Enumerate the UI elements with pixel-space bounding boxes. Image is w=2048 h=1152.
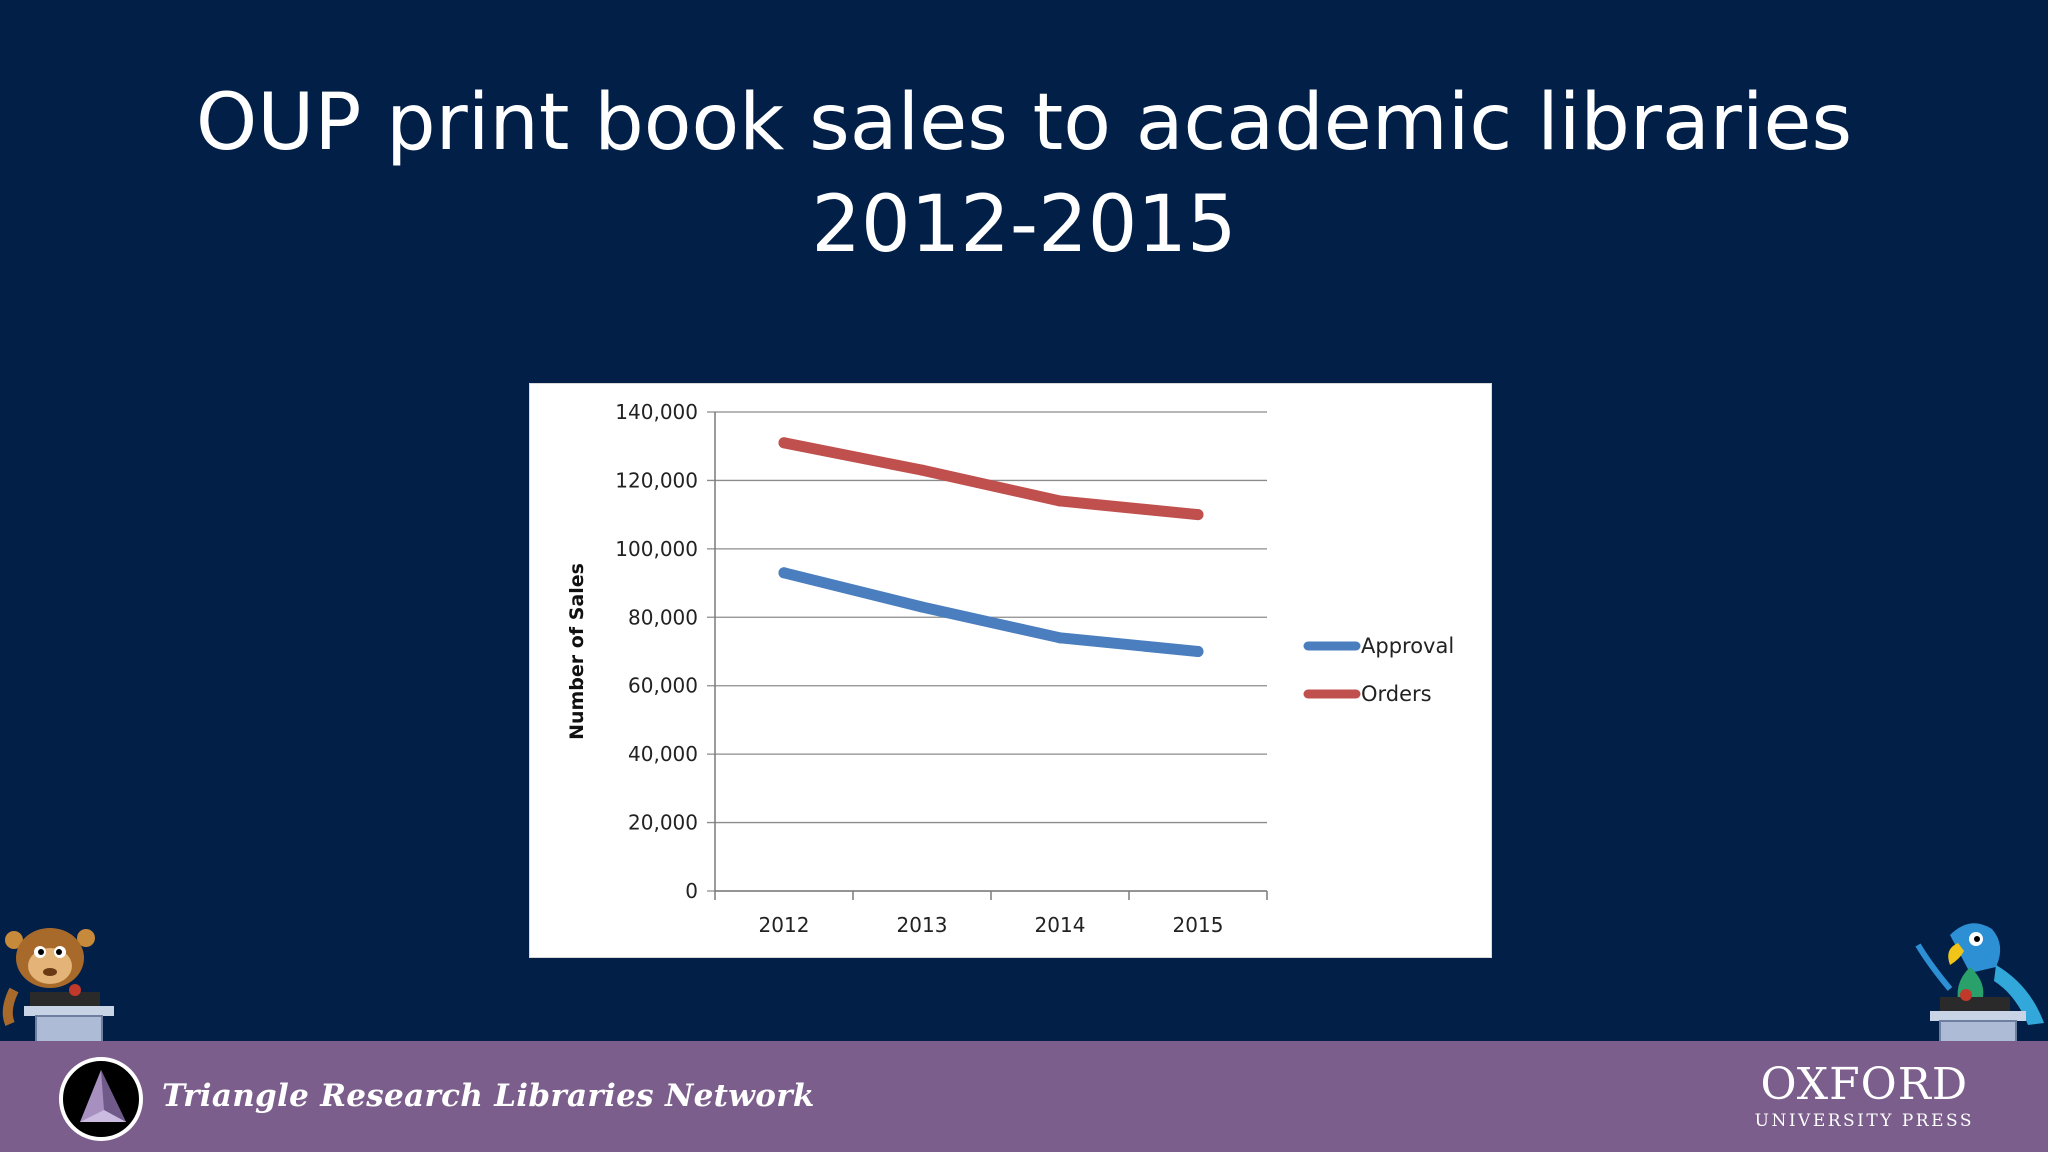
y-tick-label: 20,000	[628, 811, 698, 835]
y-tick-label: 80,000	[628, 605, 698, 629]
oup-name: OXFORD	[1760, 1059, 1969, 1110]
legend-label-orders: Orders	[1361, 682, 1432, 706]
x-tick-label: 2013	[897, 913, 948, 937]
y-tick-label: 120,000	[615, 468, 698, 492]
data-point-approval	[1192, 646, 1204, 657]
y-axis-title: Number of Sales	[566, 563, 588, 740]
line-chart: 0 20,000 40,000 60,000 80,000 100,000 120,000 1…	[529, 383, 1492, 958]
y-tick-label: 0	[685, 879, 698, 903]
monkey-mascot-icon	[2, 928, 114, 1045]
series-line-orders	[778, 437, 1204, 521]
footer-bar: Triangle Research Libraries Network OXFO…	[0, 1041, 2048, 1152]
parrot-mascot-icon	[1915, 923, 2044, 1045]
oup-logo: OXFORD UNIVERSITY PRESS	[1754, 1059, 1974, 1132]
slide-title-line-1: OUP print book sales to academic librari…	[195, 78, 1853, 168]
y-tick-label: 60,000	[628, 674, 698, 698]
y-tick-label: 140,000	[615, 400, 698, 424]
chart-svg: 0 20,000 40,000 60,000 80,000 100,000 120,000 1…	[566, 400, 1454, 937]
data-point-approval	[1054, 632, 1066, 644]
data-point-approval	[916, 601, 928, 613]
data-point-orders	[916, 464, 928, 476]
slide-title: OUP print book sales to academic librari…	[0, 72, 2048, 276]
slide-title-line-2: 2012-2015	[811, 180, 1237, 270]
x-tick-label: 2014	[1035, 913, 1086, 937]
data-point-orders	[1054, 495, 1066, 507]
y-tick-label: 100,000	[615, 537, 698, 561]
data-point-orders	[778, 437, 790, 449]
series-line-approval	[778, 567, 1204, 657]
data-point-orders	[1192, 509, 1204, 521]
data-point-approval	[778, 567, 790, 579]
x-tick-label: 2012	[759, 913, 810, 937]
legend-label-approval: Approval	[1361, 634, 1454, 658]
x-tick-label: 2015	[1173, 913, 1224, 937]
trln-triangle-logo	[59, 1057, 143, 1141]
network-name: Triangle Research Libraries Network	[162, 1078, 815, 1114]
oup-subtitle: UNIVERSITY PRESS	[1754, 1111, 1974, 1131]
y-tick-label: 40,000	[628, 742, 698, 766]
